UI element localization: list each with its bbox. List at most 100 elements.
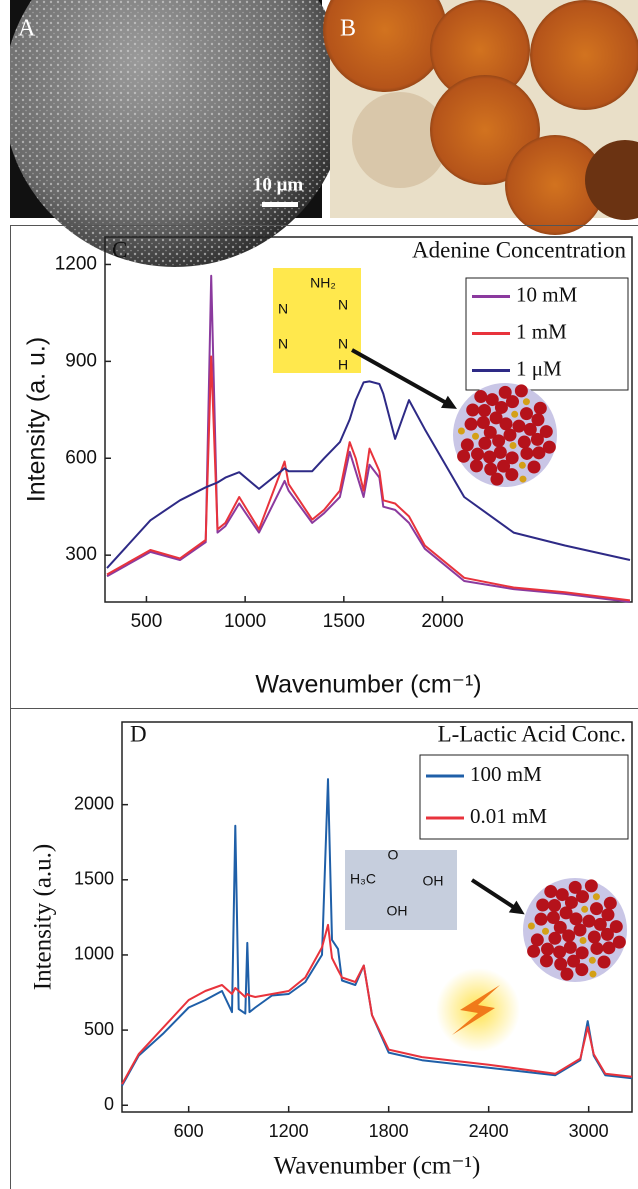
legend-box: [419, 754, 629, 840]
structure-inset: [345, 850, 457, 930]
nanoparticle: [542, 927, 550, 935]
nanoparticle: [536, 898, 550, 912]
x-tick-label: 3000: [569, 1121, 609, 1141]
nanoparticle: [531, 413, 545, 427]
nanoparticle: [466, 403, 480, 417]
nanoparticle: [464, 417, 478, 431]
y-tick-label: 1000: [74, 944, 114, 964]
nanoparticle: [553, 945, 567, 959]
nanoparticle: [589, 970, 597, 978]
nanoparticle: [579, 936, 587, 944]
nanoparticle: [560, 967, 574, 981]
plot-frame: [121, 721, 633, 1113]
arrow: [470, 878, 520, 912]
x-tick-label: 1200: [269, 1121, 309, 1141]
bead: [585, 140, 638, 220]
structure-atom: H₃C: [350, 871, 376, 887]
nanoparticle: [564, 895, 578, 909]
nanoparticle: [581, 905, 589, 913]
arrow-head: [508, 900, 525, 915]
nanoparticle: [457, 449, 471, 463]
bead: [430, 0, 530, 100]
panel-label: A: [18, 16, 36, 42]
nanoparticle: [600, 927, 614, 941]
nanoparticle: [548, 898, 562, 912]
nanoparticle: [592, 893, 600, 901]
margin: [0, 0, 10, 218]
nanoparticle: [520, 407, 534, 421]
nanoparticle: [590, 941, 604, 955]
nanoparticle: [519, 475, 527, 483]
nanoparticle: [563, 940, 577, 954]
x-axis-label: Wavenumber (cm⁻¹): [274, 1153, 481, 1180]
nanoparticle: [505, 468, 519, 482]
y-tick-label: 300: [65, 544, 97, 565]
nanoparticle: [472, 432, 480, 440]
nanoparticle: [533, 401, 547, 415]
nanoparticle: [553, 920, 567, 934]
nanoparticle: [601, 908, 615, 922]
beads: [323, 0, 638, 235]
nanoparticle: [512, 419, 526, 433]
structure-atom: N: [278, 336, 288, 352]
series-line: [121, 778, 633, 1087]
nanoparticle: [505, 451, 519, 465]
nanoparticle: [542, 440, 556, 454]
y-tick-label: 500: [84, 1019, 114, 1039]
nanoparticle: [575, 963, 589, 977]
x-tick-label: 2000: [421, 611, 463, 632]
y-tick-label: 900: [65, 350, 97, 371]
y-tick-label: 0: [104, 1094, 114, 1114]
nanoparticle: [603, 896, 617, 910]
nanoparticle: [523, 422, 537, 436]
arrow-head: [441, 395, 457, 409]
nanoparticle: [520, 446, 534, 460]
nanoparticle: [478, 436, 492, 450]
nanoparticle: [588, 956, 596, 964]
bead: [352, 92, 448, 188]
nanoparticle: [490, 472, 504, 486]
nanoparticle: [484, 462, 498, 476]
nanoparticle: [517, 435, 531, 449]
nanoparticle: [503, 428, 517, 442]
nanoparticle: [593, 917, 607, 931]
series-line: [121, 923, 633, 1085]
nanoparticle: [567, 954, 581, 968]
nanoparticle: [476, 415, 490, 429]
nanoparticle: [548, 931, 562, 945]
x-tick-label: 1500: [323, 611, 365, 632]
nanoparticle: [489, 411, 503, 425]
x-tick-label: 1000: [224, 611, 266, 632]
microsphere-texture: [3, 0, 347, 267]
nanoparticle: [498, 385, 512, 399]
nanoparticle: [539, 954, 553, 968]
structure-atom: OH: [387, 903, 408, 919]
nanoparticle: [602, 941, 616, 955]
nanoparticle: [483, 450, 497, 464]
nanoparticle: [544, 885, 558, 899]
nanoparticle: [483, 425, 497, 439]
lightning: [452, 985, 500, 1035]
x-axis-label: Wavenumber (cm⁻¹): [255, 671, 481, 699]
panel-label: D: [130, 721, 147, 746]
nanoparticle: [511, 410, 519, 418]
y-tick-label: 1200: [55, 253, 97, 274]
nanoparticle: [576, 890, 590, 904]
y-tick-label: 1500: [74, 869, 114, 889]
structure-atom: O: [388, 847, 399, 863]
nanoparticle: [555, 888, 569, 902]
chart-title: Adenine Concentration: [412, 237, 626, 262]
nanoparticle: [541, 942, 555, 956]
series-line: [106, 274, 631, 603]
nanoparticle: [527, 922, 535, 930]
nanoparticle: [474, 390, 488, 404]
bead: [323, 0, 447, 92]
nanoparticle: [522, 398, 530, 406]
legend-label: 10 mM: [516, 282, 578, 306]
nanoparticle: [582, 914, 596, 928]
scale-bar: [262, 202, 298, 207]
nanoparticle: [597, 955, 611, 969]
nanoparticle: [527, 944, 541, 958]
nanoparticle: [492, 434, 506, 448]
